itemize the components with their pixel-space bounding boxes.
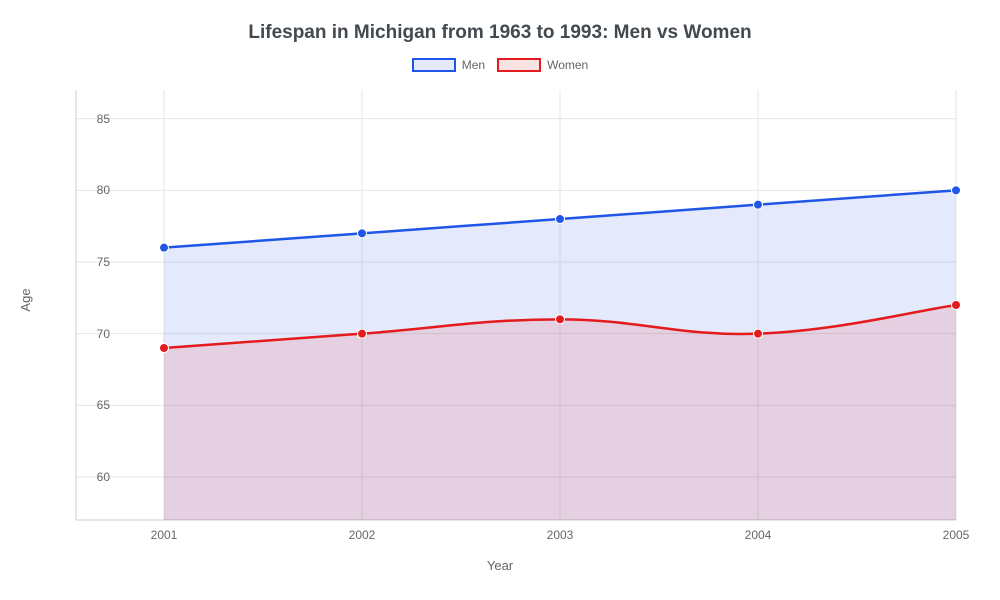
y-tick-label: 70 (80, 327, 110, 341)
y-axis-title: Age (18, 288, 33, 311)
x-axis-title: Year (0, 558, 1000, 573)
data-point-marker[interactable] (160, 344, 169, 353)
x-tick-label: 2004 (745, 528, 772, 542)
legend-label-men: Men (462, 58, 485, 72)
x-tick-label: 2002 (349, 528, 376, 542)
data-point-marker[interactable] (358, 229, 367, 238)
y-tick-label: 60 (80, 470, 110, 484)
data-point-marker[interactable] (358, 329, 367, 338)
x-tick-label: 2001 (151, 528, 178, 542)
data-point-marker[interactable] (952, 301, 961, 310)
data-point-marker[interactable] (754, 200, 763, 209)
data-point-marker[interactable] (160, 243, 169, 252)
x-tick-label: 2005 (943, 528, 970, 542)
chart-title: Lifespan in Michigan from 1963 to 1993: … (0, 22, 1000, 44)
y-tick-label: 65 (80, 398, 110, 412)
x-tick-label: 2003 (547, 528, 574, 542)
y-tick-label: 85 (80, 112, 110, 126)
plot-area (76, 90, 956, 520)
y-tick-label: 80 (80, 183, 110, 197)
chart-container: Lifespan in Michigan from 1963 to 1993: … (0, 0, 1000, 600)
data-point-marker[interactable] (556, 215, 565, 224)
legend-swatch-men (412, 58, 456, 72)
legend-item-men[interactable]: Men (412, 58, 485, 72)
data-point-marker[interactable] (754, 329, 763, 338)
legend-swatch-women (497, 58, 541, 72)
legend-item-women[interactable]: Women (497, 58, 588, 72)
plot-svg (76, 90, 956, 520)
legend-label-women: Women (547, 58, 588, 72)
data-point-marker[interactable] (556, 315, 565, 324)
y-tick-label: 75 (80, 255, 110, 269)
legend: Men Women (0, 58, 1000, 72)
data-point-marker[interactable] (952, 186, 961, 195)
